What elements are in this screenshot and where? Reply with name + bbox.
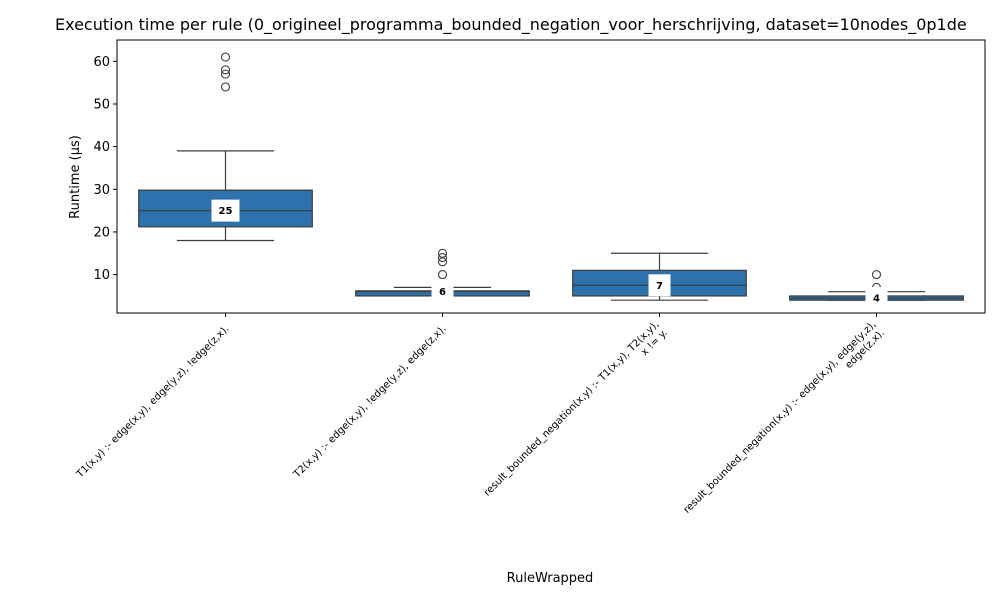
x-category-label: result_bounded_negation(x,y) :- edge(x,y… — [682, 319, 879, 516]
median-label-background — [648, 274, 671, 297]
x-category-label: T2(x,y) :- edge(x,y), !edge(y,z), edge(z… — [291, 323, 448, 480]
x-category-label: T1(x,y) :- edge(x,y), edge(y,z), !edge(z… — [74, 323, 231, 480]
y-tick-label: 50 — [93, 97, 110, 112]
median-label-background — [211, 199, 240, 222]
y-tick-label: 40 — [93, 140, 110, 155]
y-axis-title: Runtime (µs) — [68, 135, 83, 219]
plot-frame — [116, 39, 986, 314]
median-label: 4 — [873, 294, 880, 305]
median-label: 6 — [439, 287, 446, 298]
median-label: 7 — [656, 281, 663, 292]
outlier-point — [437, 270, 448, 280]
y-tick-label: 60 — [93, 55, 110, 70]
y-tick-label: 20 — [93, 225, 110, 240]
plot-area: 10 20 30 40 50 60 25 T1(x,y) :- edge(x,y), edge… — [74, 39, 986, 516]
x-category-label: result_bounded_negation(x,y) :- T1(x,y),… — [482, 319, 661, 498]
median-label-background — [431, 280, 454, 303]
x-axis-title: RuleWrapped — [507, 571, 594, 586]
outlier-point — [220, 82, 231, 92]
median-label-background — [865, 287, 888, 310]
chart-title: Execution time per rule (0_origineel_pro… — [55, 15, 967, 35]
outlier-point — [437, 252, 448, 263]
outlier-point — [220, 69, 231, 79]
outlier-point — [437, 248, 448, 258]
y-tick-label: 10 — [93, 268, 110, 283]
y-tick-label: 30 — [93, 183, 110, 198]
outlier-point — [220, 52, 231, 62]
outlier-point — [220, 65, 231, 75]
median-label: 25 — [219, 206, 233, 217]
outlier-point — [871, 270, 882, 280]
